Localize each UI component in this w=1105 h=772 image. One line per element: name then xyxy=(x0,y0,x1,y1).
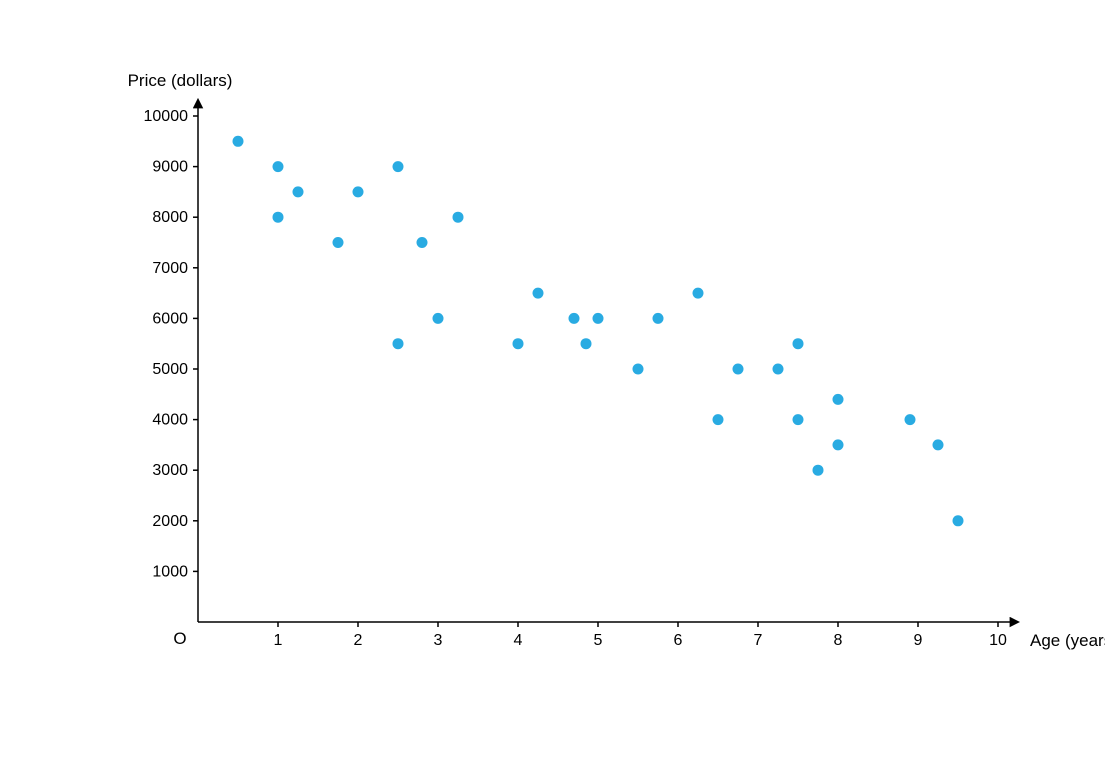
scatter-chart: 1 2 3 4 5 6 7 8 9 10 1000 2000 3000 4000 5000 6000 7000 8… xyxy=(0,0,1105,772)
data-point xyxy=(693,288,704,299)
y-axis-title: Price (dollars) xyxy=(128,71,233,90)
data-point xyxy=(905,414,916,425)
x-tick-label: 10 xyxy=(989,632,1007,649)
data-point xyxy=(233,136,244,147)
y-tick-label: 5000 xyxy=(152,361,188,378)
y-tick-label: 9000 xyxy=(152,159,188,176)
data-point xyxy=(569,313,580,324)
y-tick-label: 10000 xyxy=(144,108,189,125)
data-point xyxy=(793,414,804,425)
data-point xyxy=(453,212,464,223)
data-point xyxy=(581,338,592,349)
y-tick-label: 2000 xyxy=(152,513,188,530)
data-point xyxy=(713,414,724,425)
data-point xyxy=(793,338,804,349)
data-point xyxy=(653,313,664,324)
x-tick-label: 2 xyxy=(354,632,363,649)
y-tick-label: 1000 xyxy=(152,563,188,580)
data-point xyxy=(417,237,428,248)
origin-label: O xyxy=(173,629,186,648)
chart-svg: 1 2 3 4 5 6 7 8 9 10 1000 2000 3000 4000 5000 6000 7000 8… xyxy=(0,0,1105,772)
data-point xyxy=(433,313,444,324)
data-point xyxy=(393,161,404,172)
data-point xyxy=(593,313,604,324)
x-tick-label: 6 xyxy=(674,632,683,649)
x-tick-label: 4 xyxy=(514,632,523,649)
x-tick-label: 5 xyxy=(594,632,603,649)
data-point xyxy=(273,212,284,223)
data-point xyxy=(953,515,964,526)
data-point xyxy=(773,364,784,375)
x-tick-label: 8 xyxy=(834,632,843,649)
data-point xyxy=(273,161,284,172)
y-tick-label: 3000 xyxy=(152,462,188,479)
y-tick-label: 8000 xyxy=(152,209,188,226)
y-tick-label: 4000 xyxy=(152,412,188,429)
x-tick-label: 1 xyxy=(274,632,283,649)
x-tick-label: 3 xyxy=(434,632,443,649)
data-point xyxy=(833,394,844,405)
x-tick-label: 7 xyxy=(754,632,763,649)
data-point xyxy=(633,364,644,375)
data-point xyxy=(393,338,404,349)
x-axis-title: Age (years) xyxy=(1030,631,1105,650)
data-point xyxy=(733,364,744,375)
data-point xyxy=(813,465,824,476)
data-point xyxy=(533,288,544,299)
data-point xyxy=(513,338,524,349)
data-point xyxy=(933,439,944,450)
data-point xyxy=(353,186,364,197)
data-point xyxy=(833,439,844,450)
data-point xyxy=(293,186,304,197)
x-tick-label: 9 xyxy=(914,632,923,649)
data-point xyxy=(333,237,344,248)
y-tick-label: 7000 xyxy=(152,260,188,277)
y-tick-label: 6000 xyxy=(152,310,188,327)
